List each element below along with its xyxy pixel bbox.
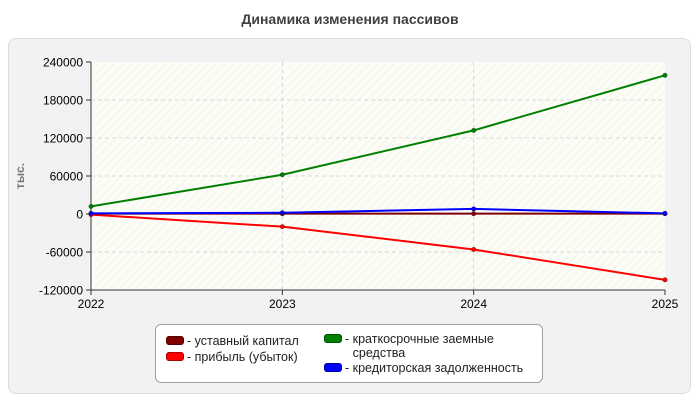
y-tick-label: 120000 <box>43 132 83 146</box>
y-tick-label: 240000 <box>43 56 83 70</box>
series-point <box>471 206 477 212</box>
legend-swatch <box>166 352 184 361</box>
series-point <box>88 203 94 209</box>
series-point <box>662 210 668 216</box>
legend-item: - прибыль (убыток) <box>166 350 311 364</box>
series-point <box>471 127 477 133</box>
series-point <box>662 72 668 78</box>
legend-swatch <box>166 336 184 345</box>
series-line <box>90 207 666 215</box>
series-point <box>279 224 285 230</box>
series-2 <box>88 72 668 209</box>
y-tick-label: 60000 <box>50 170 84 184</box>
series-point <box>662 277 668 283</box>
series-3 <box>88 206 668 216</box>
y-axis-label: тыс. <box>13 163 27 189</box>
series-point <box>88 210 94 216</box>
legend-label: прибыль (убыток) <box>194 350 298 364</box>
series-point <box>471 246 477 252</box>
legend-item: - кредиторская задолженность <box>324 361 539 375</box>
series-point <box>279 172 285 178</box>
legend-swatch <box>324 334 342 343</box>
x-tick-label: 2023 <box>269 297 296 311</box>
legend-separator: - <box>187 350 195 364</box>
series-1 <box>88 212 668 283</box>
legend-item: - уставный капитал <box>166 334 311 348</box>
legend-label: краткосрочные заемные средства <box>352 332 494 360</box>
legend-label: кредиторская задолженность <box>352 361 524 375</box>
y-tick-label: 0 <box>76 208 83 222</box>
legend-separator: - <box>345 361 353 375</box>
tick-labels: 240000180000120000600000-60000-120000202… <box>13 56 679 312</box>
legend: - уставный капитал - прибыль (убыток) - кр… <box>155 324 543 383</box>
y-tick-label: -60000 <box>46 246 84 260</box>
legend-item: - краткосрочные заемные средства <box>324 332 534 360</box>
series-point <box>279 210 285 216</box>
chart-title: Динамика изменения пассивов <box>241 11 459 27</box>
series-line <box>90 74 666 208</box>
series-line <box>90 213 666 281</box>
x-tick-label: 2025 <box>652 297 679 311</box>
series-lines <box>88 72 668 283</box>
x-tick-label: 2024 <box>460 297 487 311</box>
y-tick-label: 180000 <box>43 94 83 108</box>
series-point <box>471 211 477 217</box>
legend-label: уставный капитал <box>194 334 299 348</box>
x-tick-label: 2022 <box>78 297 105 311</box>
legend-separator: - <box>187 334 195 348</box>
legend-swatch <box>324 363 342 372</box>
axes <box>86 61 666 295</box>
legend-separator: - <box>345 332 353 346</box>
y-tick-label: -120000 <box>39 284 83 298</box>
